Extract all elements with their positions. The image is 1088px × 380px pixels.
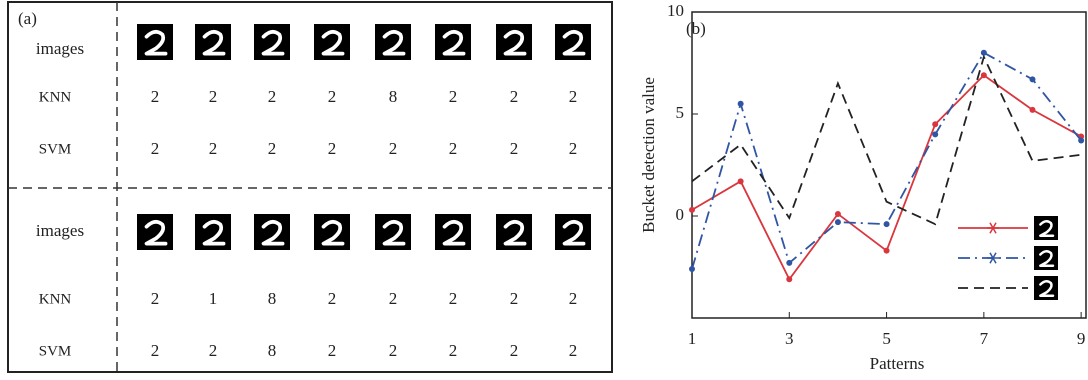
prediction: 2 xyxy=(510,289,519,308)
prediction: 2 xyxy=(569,289,578,308)
x-tick-label: 7 xyxy=(980,329,989,348)
prediction: 2 xyxy=(268,87,277,106)
prediction: 1 xyxy=(209,289,218,308)
prediction: 8 xyxy=(268,341,277,360)
y-tick-label: 10 xyxy=(667,1,684,20)
prediction: 2 xyxy=(449,341,458,360)
y-axis-label: Bucket detection value xyxy=(639,77,658,233)
panel-b-label: (b) xyxy=(686,19,706,38)
point xyxy=(1078,138,1084,144)
prediction: 2 xyxy=(449,87,458,106)
row-label: images xyxy=(36,39,84,58)
point xyxy=(884,221,890,227)
prediction: 2 xyxy=(569,87,578,106)
prediction: 2 xyxy=(151,139,160,158)
prediction: 2 xyxy=(151,87,160,106)
prediction: 2 xyxy=(209,139,218,158)
prediction: 2 xyxy=(328,139,337,158)
panel-a-label: (a) xyxy=(18,9,37,28)
point xyxy=(932,121,938,127)
row-label: SVM xyxy=(39,141,72,157)
point xyxy=(689,266,695,272)
point xyxy=(786,260,792,266)
prediction: 2 xyxy=(510,139,519,158)
row-label: SVM xyxy=(39,343,72,359)
prediction: 2 xyxy=(569,139,578,158)
row-label: KNN xyxy=(39,291,72,307)
point xyxy=(884,248,890,254)
point xyxy=(835,219,841,225)
prediction: 2 xyxy=(328,341,337,360)
point xyxy=(1029,76,1035,82)
x-tick-label: 5 xyxy=(882,329,891,348)
x-tick-label: 3 xyxy=(785,329,794,348)
prediction: 8 xyxy=(268,289,277,308)
prediction: 2 xyxy=(389,289,398,308)
point xyxy=(932,131,938,137)
prediction: 2 xyxy=(449,139,458,158)
prediction: 2 xyxy=(151,341,160,360)
prediction: 2 xyxy=(389,341,398,360)
y-tick-label: 0 xyxy=(676,205,685,224)
point xyxy=(738,178,744,184)
prediction: 2 xyxy=(209,341,218,360)
point xyxy=(1029,107,1035,113)
y-tick-label: 5 xyxy=(676,103,685,122)
figure: (a) (b) images KNN 2 2 2 2 8 2 2 2 SVM 2 2 2 2 2 2 2 2 imag… xyxy=(0,0,1088,375)
prediction: 2 xyxy=(151,289,160,308)
x-tick-label: 9 xyxy=(1077,329,1086,348)
prediction: 2 xyxy=(510,87,519,106)
point xyxy=(835,211,841,217)
page: {"panel_a": {"label": "(a)", "sections":… xyxy=(0,0,1088,375)
prediction: 2 xyxy=(328,87,337,106)
row-label: KNN xyxy=(39,89,72,105)
prediction: 2 xyxy=(328,289,337,308)
prediction: 2 xyxy=(569,341,578,360)
point xyxy=(689,207,695,213)
prediction: 2 xyxy=(510,341,519,360)
prediction: 2 xyxy=(268,139,277,158)
prediction: 8 xyxy=(389,87,398,106)
prediction: 2 xyxy=(209,87,218,106)
x-axis-label: Patterns xyxy=(870,354,925,373)
series-line xyxy=(692,53,1081,269)
row-label: images xyxy=(36,221,84,240)
plot-frame xyxy=(692,12,1086,318)
point xyxy=(981,72,987,78)
point xyxy=(786,276,792,282)
prediction: 2 xyxy=(449,289,458,308)
prediction: 2 xyxy=(389,139,398,158)
point xyxy=(738,101,744,107)
x-tick-label: 1 xyxy=(688,329,697,348)
